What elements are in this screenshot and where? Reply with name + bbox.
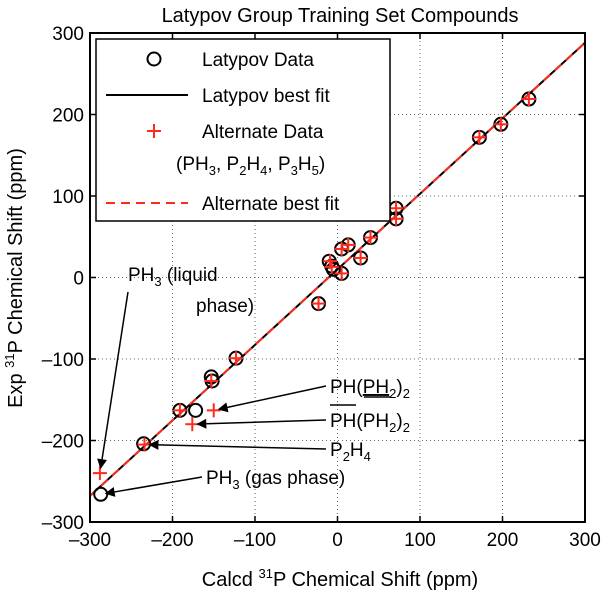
data-points — [92, 91, 537, 502]
annotation-ph3-liquid-line2: phase) — [196, 296, 254, 317]
arrow-ph3-liquid-head — [97, 458, 107, 470]
latypov-data-point — [325, 261, 341, 277]
y-tick-label: 200 — [52, 106, 84, 127]
alternate-data-point — [324, 259, 339, 274]
alternate-data-point — [334, 266, 349, 281]
legend-latypov-data-label: Latypov Data — [202, 50, 314, 71]
x-tick-label: 0 — [332, 530, 343, 551]
alternate-data-point — [341, 237, 356, 252]
alternate-data-point — [389, 201, 404, 216]
alternate-data-point — [229, 351, 244, 366]
axis-ticks: –300 –200 –100 0 100 200 300 –300 –200 –100 0 100 20… — [42, 24, 601, 551]
legend-latypov-data-marker — [146, 51, 162, 67]
y-tick-label: –200 — [42, 432, 84, 453]
x-tick-label: –200 — [151, 530, 193, 551]
arrow-ph3-gas-shaft — [114, 476, 203, 493]
legend-box — [95, 38, 391, 222]
annotations: PH3 (liquid phase) PH(PH2)2 PH(PH2)2 P2H… — [128, 265, 410, 492]
arrow-ph3-liquid-shaft — [101, 291, 129, 460]
x-tick-label: 300 — [569, 530, 601, 551]
y-tick-label: –300 — [42, 513, 84, 534]
annotation-arrows — [97, 291, 327, 497]
annotation-ph-ph2-2-b: PH(PH2)2 — [330, 411, 410, 435]
legend-latypov-fit-label: Latypov best fit — [202, 86, 331, 107]
x-tick-label: –300 — [69, 530, 111, 551]
chart-title: Latypov Group Training Set Compounds — [162, 5, 519, 27]
latypov-data-point — [188, 402, 204, 418]
alternate-data-point — [92, 466, 107, 481]
arrow-ph-ph2-2-b — [196, 418, 327, 429]
y-tick-label: –100 — [42, 350, 84, 371]
arrow-ph3-liquid — [97, 291, 129, 470]
legend-alternate-fit-label: Alternate best fit — [202, 194, 340, 215]
arrow-ph-ph2-2-a-head — [217, 402, 229, 413]
alternate-data-point — [472, 130, 487, 145]
alternate-data-point — [204, 374, 219, 389]
x-tick-label: –100 — [234, 530, 276, 551]
legend-alternate-data-species: (PH3, P2H4, P3H5) — [176, 154, 325, 178]
annotation-p2h4: P2H4 — [330, 440, 371, 464]
x-axis-label: Calcd 31P Chemical Shift (ppm) — [202, 566, 478, 591]
arrow-p2h4 — [148, 439, 327, 450]
annotation-ph-ph2-2-a: PH(PH2)2 — [330, 377, 410, 401]
y-tick-label: 300 — [52, 24, 84, 45]
alternate-data-point — [353, 250, 368, 265]
y-tick-label: 0 — [73, 269, 84, 290]
alternate-data-point — [323, 254, 338, 269]
alternate-data-point — [311, 296, 326, 311]
arrow-ph3-gas-head — [104, 487, 116, 497]
legend-alternate-data-marker — [147, 124, 161, 138]
legend: Latypov Data Latypov best fit Alternate … — [95, 38, 391, 222]
arrow-ph-ph2-2-a — [217, 385, 327, 413]
arrow-ph-ph2-2-b-head — [196, 418, 207, 429]
alternate-data-point — [363, 230, 378, 245]
y-axis-label: Exp 31P Chemical Shift (ppm) — [2, 148, 27, 408]
x-tick-label: 100 — [404, 530, 436, 551]
legend-alternate-data-label: Alternate Data — [202, 122, 324, 143]
arrow-ph-ph2-2-b-shaft — [206, 419, 327, 425]
annotation-ph3-liquid-line1: PH3 (liquid — [128, 265, 218, 289]
alternate-data-point — [206, 403, 221, 418]
y-tick-label: 100 — [52, 187, 84, 208]
arrow-ph3-gas — [104, 476, 203, 497]
arrow-ph-ph2-2-a-shaft — [227, 385, 327, 409]
annotation-ph3-gas: PH3 (gas phase) — [206, 468, 345, 492]
arrow-p2h4-shaft — [158, 444, 327, 450]
x-tick-label: 200 — [487, 530, 519, 551]
alternate-data-point — [493, 117, 508, 132]
alternate-data-point — [521, 92, 536, 107]
alternate-data-point — [172, 403, 187, 418]
arrow-p2h4-head — [148, 439, 159, 450]
